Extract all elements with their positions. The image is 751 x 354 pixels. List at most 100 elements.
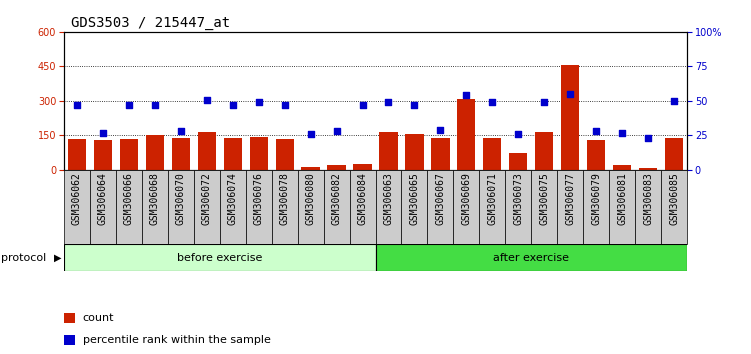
Bar — [354, 164, 372, 170]
Bar — [557, 170, 584, 244]
Bar — [64, 244, 376, 271]
Point — [642, 135, 654, 141]
Text: GSM306064: GSM306064 — [98, 172, 108, 225]
Bar — [64, 170, 90, 244]
Bar — [94, 141, 112, 170]
Bar — [406, 134, 424, 170]
Bar — [142, 170, 167, 244]
Point — [71, 102, 83, 108]
Text: GSM306077: GSM306077 — [566, 172, 575, 225]
Bar — [220, 170, 246, 244]
Point — [434, 127, 446, 133]
Bar — [172, 138, 190, 170]
Bar — [584, 170, 609, 244]
Text: GSM306080: GSM306080 — [306, 172, 315, 225]
Text: GSM306065: GSM306065 — [409, 172, 420, 225]
Text: GSM306062: GSM306062 — [72, 172, 82, 225]
Bar — [297, 170, 324, 244]
Text: after exercise: after exercise — [493, 252, 569, 263]
Point — [460, 92, 472, 98]
Bar — [249, 137, 267, 170]
Bar — [376, 170, 402, 244]
Point — [617, 130, 629, 136]
Bar — [532, 170, 557, 244]
Bar — [224, 138, 242, 170]
Text: GSM306084: GSM306084 — [357, 172, 367, 225]
Bar — [613, 165, 632, 170]
Text: GSM306075: GSM306075 — [539, 172, 549, 225]
Point — [382, 99, 394, 105]
Point — [227, 102, 239, 108]
Bar — [427, 170, 454, 244]
Bar — [194, 170, 220, 244]
Point — [305, 131, 317, 137]
Point — [175, 129, 187, 134]
Bar — [167, 170, 194, 244]
Text: GSM306079: GSM306079 — [591, 172, 602, 225]
Point — [149, 102, 161, 108]
Bar — [146, 135, 164, 170]
Bar — [276, 139, 294, 170]
Bar — [324, 170, 349, 244]
Text: GSM306066: GSM306066 — [124, 172, 134, 225]
Bar — [379, 132, 397, 170]
Text: percentile rank within the sample: percentile rank within the sample — [83, 335, 270, 345]
Point — [538, 99, 550, 105]
Bar — [272, 170, 297, 244]
Text: GSM306081: GSM306081 — [617, 172, 627, 225]
Bar — [479, 170, 505, 244]
Bar — [119, 139, 138, 170]
Bar — [639, 168, 657, 170]
Text: GSM306070: GSM306070 — [176, 172, 185, 225]
Point — [409, 102, 421, 108]
Bar — [301, 167, 320, 170]
Bar — [587, 141, 605, 170]
Text: GSM306073: GSM306073 — [514, 172, 523, 225]
Point — [564, 91, 576, 97]
Bar — [431, 138, 450, 170]
Bar — [64, 335, 75, 345]
Bar — [349, 170, 376, 244]
Text: GSM306063: GSM306063 — [384, 172, 394, 225]
Bar — [561, 65, 579, 170]
Bar — [198, 132, 216, 170]
Text: GSM306067: GSM306067 — [436, 172, 445, 225]
Bar — [535, 132, 553, 170]
Text: GSM306082: GSM306082 — [331, 172, 342, 225]
Point — [201, 97, 213, 102]
Point — [590, 129, 602, 134]
Bar — [457, 98, 475, 170]
Text: GSM306078: GSM306078 — [279, 172, 290, 225]
Bar — [665, 138, 683, 170]
Bar — [509, 153, 527, 170]
Text: protocol: protocol — [1, 252, 46, 263]
Point — [279, 102, 291, 108]
Point — [252, 99, 264, 105]
Text: GSM306072: GSM306072 — [202, 172, 212, 225]
Point — [97, 130, 109, 136]
Bar — [64, 313, 75, 323]
Text: ▶: ▶ — [54, 252, 62, 263]
Point — [512, 131, 524, 137]
Text: GSM306076: GSM306076 — [254, 172, 264, 225]
Bar — [609, 170, 635, 244]
Bar — [484, 138, 502, 170]
Text: GSM306071: GSM306071 — [487, 172, 497, 225]
Bar — [505, 170, 532, 244]
Text: GSM306085: GSM306085 — [669, 172, 679, 225]
Text: count: count — [83, 313, 114, 323]
Bar — [90, 170, 116, 244]
Text: GSM306068: GSM306068 — [149, 172, 160, 225]
Bar — [327, 165, 345, 170]
Bar — [68, 139, 86, 170]
Text: GSM306074: GSM306074 — [228, 172, 237, 225]
Text: GSM306069: GSM306069 — [461, 172, 472, 225]
Point — [357, 102, 369, 108]
Point — [487, 99, 499, 105]
Bar — [661, 170, 687, 244]
Bar — [402, 170, 427, 244]
Bar — [246, 170, 272, 244]
Bar — [376, 244, 687, 271]
Point — [122, 102, 134, 108]
Bar — [454, 170, 479, 244]
